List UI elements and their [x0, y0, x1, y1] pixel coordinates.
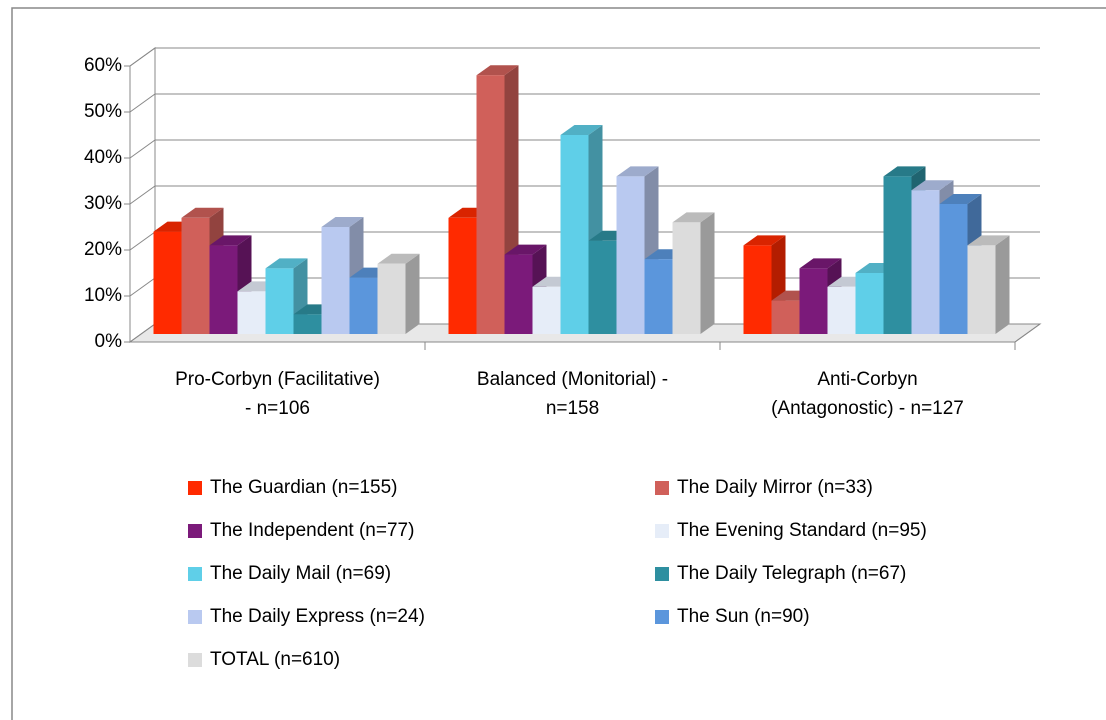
legend-swatch: [188, 653, 202, 667]
x-tick-label: Balanced (Monitorial) -n=158: [477, 369, 668, 419]
bar-top: [911, 180, 954, 191]
y-tick-label: 10%: [84, 285, 122, 306]
grid-line: [129, 47, 1040, 67]
bar-front: [672, 222, 701, 334]
bar-front: [153, 231, 182, 334]
y-tick-label: 0%: [95, 331, 123, 352]
grid-line: [129, 93, 1040, 113]
bar-front: [771, 300, 800, 334]
y-tick-label: 40%: [84, 147, 122, 168]
bar-top: [181, 207, 224, 218]
grid-line: [129, 139, 1040, 159]
legend-swatch: [655, 567, 669, 581]
bar: [799, 258, 842, 334]
bar-front: [799, 268, 828, 334]
bar: [672, 212, 715, 334]
bar-top: [883, 166, 926, 177]
x-tick-label: Anti-Corbyn (Antagonostic) - n=127: [771, 369, 964, 419]
bar-top: [209, 235, 252, 246]
bar-front: [616, 176, 645, 334]
bar-front: [855, 273, 884, 334]
legend-label: The Daily Mail (n=69): [210, 563, 391, 584]
legend-swatch: [188, 524, 202, 538]
bar-front: [743, 245, 772, 334]
bar-front: [181, 217, 210, 334]
bar-top: [265, 258, 308, 269]
legend-label: TOTAL (n=610): [210, 649, 340, 670]
legend-swatch: [655, 481, 669, 495]
legend-label: The Daily Mirror (n=33): [677, 477, 873, 498]
bar-front: [911, 190, 940, 334]
bar-front: [209, 245, 238, 334]
bar-top: [377, 253, 420, 264]
bar-front: [532, 286, 561, 334]
bar-top: [504, 244, 547, 255]
bar-front: [939, 204, 968, 334]
y-tick-label: 60%: [84, 55, 122, 76]
y-tick-label: 50%: [84, 101, 122, 122]
bar-top: [743, 235, 786, 246]
bar-front: [377, 263, 406, 334]
x-axis-side: [1014, 323, 1041, 343]
legend-label: The Evening Standard (n=95): [677, 520, 927, 541]
bar-front: [476, 75, 505, 334]
bar-top: [799, 258, 842, 269]
bar-top: [616, 166, 659, 177]
bar-front: [237, 291, 266, 334]
bar-top: [967, 235, 1010, 246]
bar: [377, 253, 420, 334]
bar-front: [644, 259, 673, 334]
y-tick-label: 20%: [84, 239, 122, 260]
legend-label: The Independent (n=77): [210, 520, 414, 541]
bar-front: [588, 240, 617, 334]
legend-label: The Daily Express (n=24): [210, 606, 425, 627]
legend-swatch: [188, 610, 202, 624]
legend-swatch: [188, 481, 202, 495]
bar-side: [405, 253, 420, 334]
legend-swatch: [655, 610, 669, 624]
bar-top: [939, 194, 982, 204]
bar: [967, 235, 1010, 334]
chart-frame: [11, 7, 1106, 720]
legend-label: The Sun (n=90): [677, 606, 810, 627]
grid-line: [129, 185, 1040, 205]
legend-swatch: [655, 524, 669, 538]
y-tick-label: 30%: [84, 193, 122, 214]
bar-front: [265, 268, 294, 334]
bar-side: [995, 235, 1010, 334]
legend-label: The Daily Telegraph (n=67): [677, 563, 906, 584]
bar-front: [883, 176, 912, 334]
bar-top: [476, 65, 519, 76]
bar-front: [967, 245, 996, 334]
legend-swatch: [188, 567, 202, 581]
bar-front: [560, 135, 589, 334]
bar-side: [700, 212, 715, 334]
bar-top: [321, 217, 364, 227]
bar-front: [293, 314, 322, 334]
legend-label: The Guardian (n=155): [210, 477, 397, 498]
bar-top: [560, 125, 603, 135]
bar-front: [321, 227, 350, 334]
bar-front: [504, 254, 533, 334]
bar-front: [349, 277, 378, 334]
bar-front: [827, 286, 856, 334]
bar-top: [672, 212, 715, 223]
bar-front: [448, 217, 477, 334]
x-tick-label: Pro-Corbyn (Facilitative) - n=106: [175, 369, 380, 419]
